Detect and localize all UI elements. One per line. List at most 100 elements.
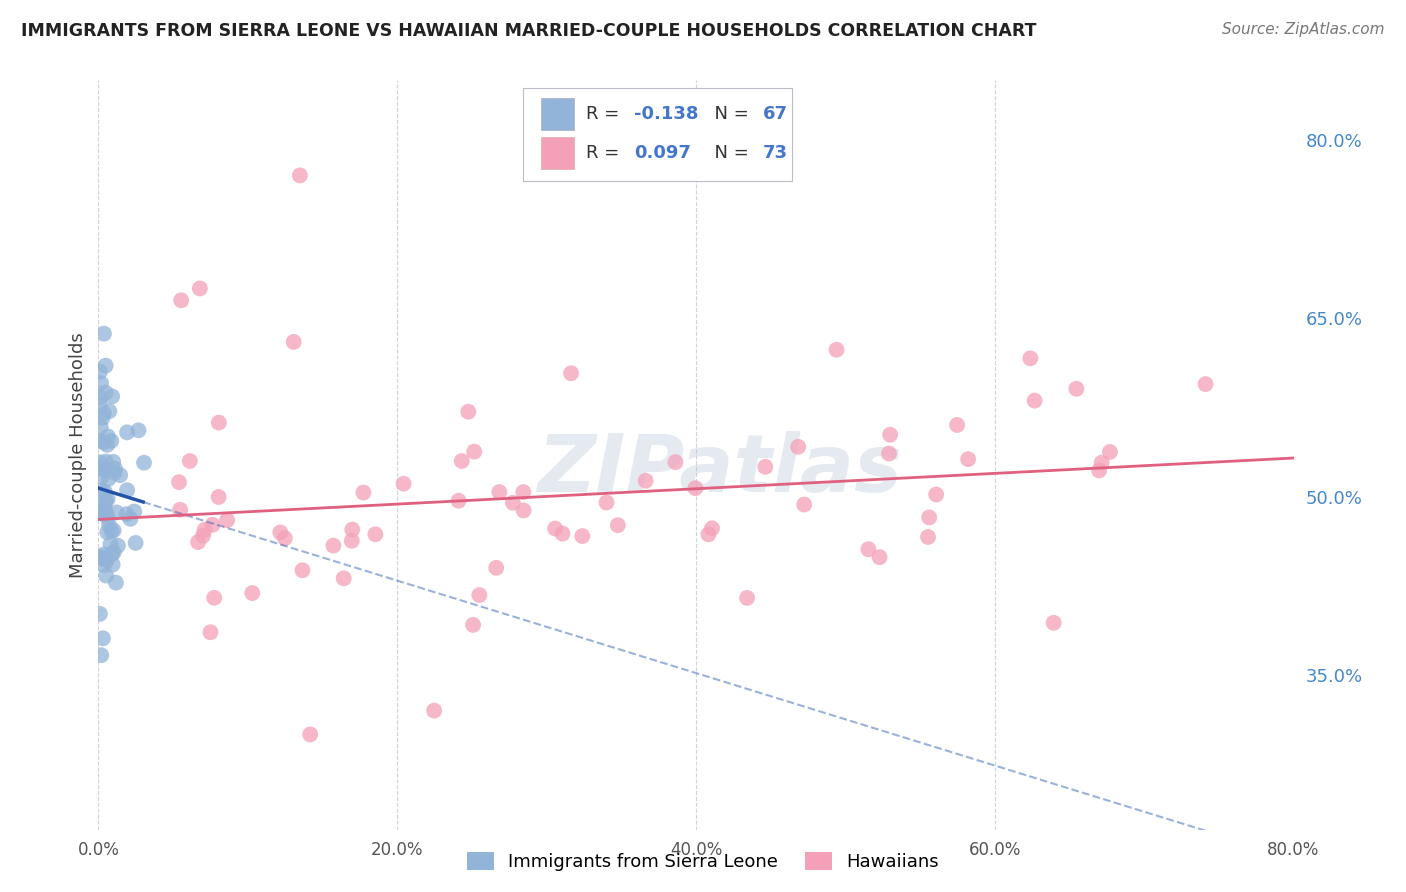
Point [93,558,115,573]
Point [1194,377,1216,392]
Point [288,169,311,183]
Point [94,503,117,517]
Point [89,461,111,475]
Point [606,518,628,533]
Point [793,498,815,512]
Point [91,507,114,521]
Point [167,475,190,489]
Point [179,454,201,468]
Point [100,524,122,538]
Point [485,561,508,575]
Point [283,334,305,349]
Text: Source: ZipAtlas.com: Source: ZipAtlas.com [1222,22,1385,37]
Point [291,563,314,577]
Point [1024,393,1046,408]
FancyBboxPatch shape [541,98,574,129]
Point [89,390,111,404]
Point [96,553,118,567]
Point [103,455,125,469]
Point [879,427,901,442]
Point [100,434,122,448]
Point [825,343,848,357]
Point [132,456,155,470]
Point [97,472,120,486]
Point [595,495,617,509]
Point [877,446,900,460]
Point [90,483,112,498]
Point [274,531,297,545]
Point [634,474,657,488]
Point [169,503,191,517]
Y-axis label: Married-couple Households: Married-couple Households [69,332,87,578]
Point [122,504,145,518]
Point [551,526,574,541]
Point [560,366,582,380]
FancyBboxPatch shape [523,87,792,181]
Point [217,513,239,527]
Point [918,510,941,524]
Point [332,571,354,585]
Point [96,525,118,540]
Point [700,521,723,535]
Text: 73: 73 [763,144,787,162]
Point [96,507,118,521]
Point [89,549,111,564]
Point [101,389,124,403]
Point [96,510,118,524]
Point [101,547,124,561]
Point [108,468,131,483]
Point [105,505,128,519]
Point [124,536,146,550]
Point [202,591,225,605]
Point [269,525,291,540]
Text: 67: 67 [763,105,787,123]
Point [322,539,344,553]
Point [1098,445,1121,459]
Point [299,727,322,741]
Point [107,539,129,553]
Text: -0.138: -0.138 [634,105,699,123]
Point [488,485,510,500]
Point [946,417,969,432]
Point [96,551,118,566]
Point [94,464,117,478]
Point [115,483,138,498]
Text: ZIPatlas: ZIPatlas [537,431,903,509]
Point [90,376,112,391]
Point [90,420,112,434]
Point [502,496,524,510]
Point [103,524,125,538]
Point [90,469,112,483]
Point [104,575,127,590]
Point [207,490,229,504]
Point [94,552,117,566]
Point [352,485,374,500]
Point [90,648,112,662]
Point [685,481,707,495]
Point [120,512,142,526]
Point [200,625,222,640]
Point [191,529,214,543]
Legend: Immigrants from Sierra Leone, Hawaiians: Immigrants from Sierra Leone, Hawaiians [460,845,946,879]
Point [423,704,446,718]
Point [957,452,980,467]
Text: N =: N = [703,105,755,123]
Point [787,440,810,454]
Point [188,281,211,295]
Point [93,435,115,450]
Point [754,459,776,474]
Point [115,507,138,521]
Point [97,429,120,443]
Point [94,484,117,499]
Point [89,434,111,448]
Text: R =: R = [586,144,626,162]
Point [91,504,114,518]
Point [1088,463,1111,477]
Point [869,550,891,565]
Point [392,476,415,491]
Point [463,444,485,458]
Point [91,411,114,425]
Point [512,485,534,500]
Point [450,454,472,468]
FancyBboxPatch shape [541,137,574,169]
